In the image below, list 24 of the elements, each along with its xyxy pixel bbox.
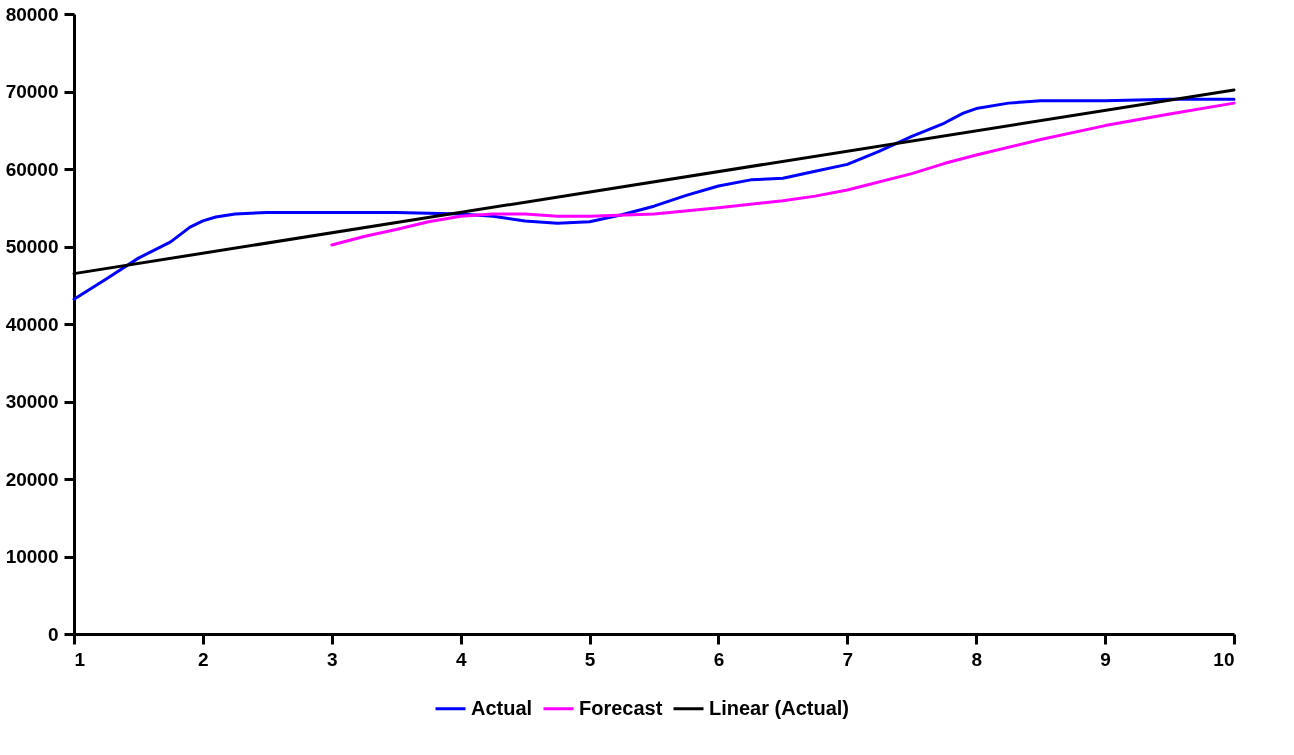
- y-tick-label: 30000: [5, 391, 59, 412]
- x-tick-label: 5: [584, 648, 596, 670]
- y-tick-label: 60000: [5, 158, 59, 180]
- x-tick-label: 7: [842, 648, 854, 670]
- y-tick-label: 50000: [5, 236, 59, 257]
- legend-label: Linear (Actual): [709, 696, 850, 719]
- x-tick-label: 1: [74, 648, 86, 670]
- y-tick-label: 80000: [5, 3, 59, 25]
- legend-label: Forecast: [579, 696, 663, 719]
- y-tick-label: 70000: [5, 81, 59, 102]
- x-tick-label: 4: [455, 648, 467, 670]
- x-tick-label: 8: [971, 648, 983, 670]
- y-tick-label: 40000: [5, 313, 59, 335]
- x-tick-label: 9: [1100, 648, 1111, 670]
- x-tick-label: 2: [198, 648, 209, 670]
- y-tick-label: 10000: [5, 546, 59, 567]
- line-series: [330, 101, 1236, 247]
- legend-label: Actual: [471, 696, 533, 719]
- y-tick-label: 20000: [5, 468, 59, 490]
- x-tick-label: 10: [1213, 648, 1235, 670]
- x-tick-label: 3: [326, 648, 338, 670]
- y-tick-label: 0: [47, 623, 59, 645]
- line-series: [72, 97, 1236, 301]
- x-tick-label: 6: [713, 648, 725, 670]
